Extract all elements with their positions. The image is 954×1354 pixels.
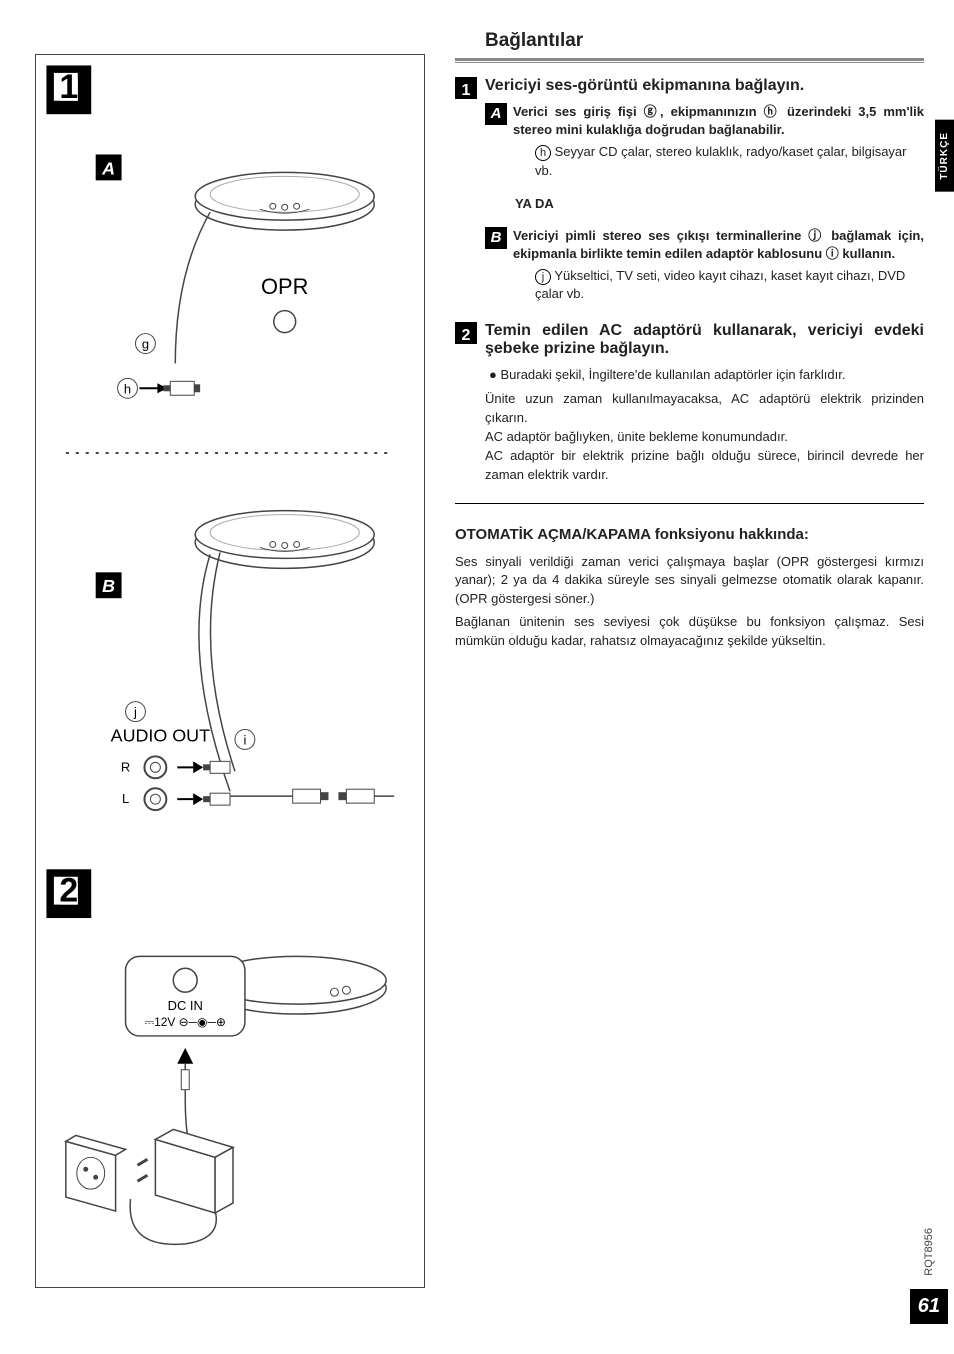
- step1B-note: j Yükseltici, TV seti, video kayıt cihaz…: [535, 267, 924, 303]
- step1-number: 1: [455, 77, 477, 99]
- divider: [455, 503, 924, 504]
- auto-title: OTOMATİK AÇMA/KAPAMA fonksiyonu hakkında…: [455, 526, 924, 543]
- svg-text:1: 1: [59, 68, 78, 106]
- step1A-note: h Seyyar CD çalar, stereo kulaklık, rady…: [535, 143, 924, 179]
- step1-heading: Vericiyi ses-görüntü ekipmanına bağlayın…: [485, 77, 924, 95]
- step1A-bold: Verici ses giriş fişi ⓖ, ekipmanınızın ⓗ…: [513, 103, 924, 139]
- step2-heading: Temin edilen AC adaptörü kullanarak, ver…: [485, 322, 924, 358]
- doc-code: RQT8956: [923, 1228, 935, 1276]
- svg-text:DC IN: DC IN: [168, 998, 203, 1013]
- auto-p2: Bağlanan ünitenin ses seviyesi çok düşük…: [455, 613, 924, 651]
- connection-diagram: 1 A OPR g h: [36, 55, 424, 1279]
- page-footer: RQT8956 61: [910, 1228, 948, 1324]
- diagram-column: 1 A OPR g h: [35, 54, 425, 1288]
- language-tab: TÜRKÇE: [935, 120, 954, 192]
- svg-text:h: h: [124, 381, 131, 396]
- step2-bullet: ● Buradaki şekil, İngiltere'de kullanıla…: [499, 366, 924, 385]
- step2-number: 2: [455, 322, 477, 344]
- svg-text:R: R: [121, 759, 130, 774]
- text-column: Bağlantılar 1 Vericiyi ses-görüntü ekipm…: [455, 30, 924, 1324]
- section-title: Bağlantılar: [455, 30, 924, 52]
- step-2: 2 Temin edilen AC adaptörü kullanarak, v…: [455, 322, 924, 485]
- ya-da: YA DA: [515, 196, 924, 211]
- step2-p2: AC adaptör bağlıyken, ünite bekleme konu…: [485, 428, 924, 447]
- svg-text:AUDIO OUT: AUDIO OUT: [111, 725, 210, 745]
- svg-text:OPR: OPR: [261, 274, 308, 299]
- svg-text:⎓12V ⊖─◉─⊕: ⎓12V ⊖─◉─⊕: [145, 1015, 226, 1029]
- step1B-bold: Vericiyi pimli stereo ses çıkışı termina…: [513, 227, 924, 263]
- auto-p1: Ses sinyali verildiği zaman verici çalış…: [455, 553, 924, 610]
- step-1: 1 Vericiyi ses-görüntü ekipmanına bağlay…: [455, 77, 924, 304]
- svg-text:L: L: [122, 791, 129, 806]
- step2-p3: AC adaptör bir elektrik prizine bağlı ol…: [485, 447, 924, 485]
- svg-text:i: i: [243, 732, 246, 747]
- svg-text:B: B: [102, 576, 115, 596]
- letter-B: B: [485, 227, 507, 249]
- title-rule: [455, 58, 924, 63]
- page-number: 61: [910, 1289, 948, 1324]
- svg-text:A: A: [101, 158, 115, 178]
- step2-p1: Ünite uzun zaman kullanılmayacaksa, AC a…: [485, 390, 924, 428]
- svg-text:2: 2: [59, 872, 78, 910]
- svg-text:j: j: [133, 705, 137, 720]
- letter-A: A: [485, 103, 507, 125]
- svg-text:g: g: [142, 336, 149, 351]
